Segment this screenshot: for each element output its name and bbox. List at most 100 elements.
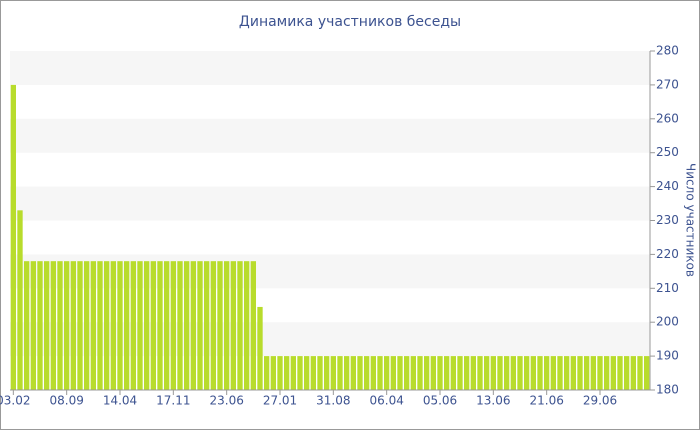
bar	[77, 261, 83, 390]
bar	[217, 261, 223, 390]
bar	[104, 261, 110, 390]
bar	[37, 261, 43, 390]
bar	[597, 356, 603, 390]
bar	[257, 306, 263, 390]
bar	[57, 261, 63, 390]
bar	[630, 356, 636, 390]
bar	[430, 356, 436, 390]
bar	[617, 356, 623, 390]
bar	[324, 356, 330, 390]
bar	[164, 261, 170, 390]
x-tick-label: 29.06	[583, 394, 617, 408]
y-tick-label: 240	[656, 179, 679, 193]
bar	[210, 261, 216, 390]
bar	[130, 261, 136, 390]
x-tick-label: 31.08	[316, 394, 350, 408]
x-tick-label: 13.06	[476, 394, 510, 408]
bar	[24, 261, 30, 390]
bar	[490, 356, 496, 390]
bar	[497, 356, 503, 390]
bar	[410, 356, 416, 390]
x-tick-label: 17.11	[156, 394, 190, 408]
bar	[124, 261, 130, 390]
bar	[304, 356, 310, 390]
bar	[530, 356, 536, 390]
y-tick-label: 220	[656, 247, 679, 261]
bar	[397, 356, 403, 390]
bar	[377, 356, 383, 390]
x-tick-label: 06.04	[369, 394, 403, 408]
bar	[30, 261, 36, 390]
bar	[137, 261, 143, 390]
bar	[17, 210, 23, 390]
bar	[590, 356, 596, 390]
y-tick-label: 250	[656, 145, 679, 159]
bar	[544, 356, 550, 390]
bar	[404, 356, 410, 390]
bar	[577, 356, 583, 390]
bar	[424, 356, 430, 390]
bar	[550, 356, 556, 390]
bar	[117, 261, 123, 390]
bar	[277, 356, 283, 390]
bar	[444, 356, 450, 390]
x-tick-label: 03.02	[0, 394, 31, 408]
bar	[230, 261, 236, 390]
bar	[464, 356, 470, 390]
bar	[457, 356, 463, 390]
bar	[570, 356, 576, 390]
bar	[190, 261, 196, 390]
x-tick-label: 08.09	[49, 394, 83, 408]
bar	[337, 356, 343, 390]
bar	[624, 356, 630, 390]
bar	[184, 261, 190, 390]
bar	[484, 356, 490, 390]
bar	[604, 356, 610, 390]
bar	[370, 356, 376, 390]
bar	[177, 261, 183, 390]
y-tick-label: 260	[656, 111, 679, 125]
bar	[270, 356, 276, 390]
y-tick-label: 190	[656, 349, 679, 363]
bar	[50, 261, 56, 390]
bar	[224, 261, 230, 390]
bar	[524, 356, 530, 390]
y-tick-label: 210	[656, 281, 679, 295]
bar	[357, 356, 363, 390]
bar	[310, 356, 316, 390]
bar	[150, 261, 156, 390]
bar	[250, 261, 256, 390]
bar	[390, 356, 396, 390]
bar	[344, 356, 350, 390]
y-tick-label: 280	[656, 44, 679, 58]
x-tick-label: 14.04	[103, 394, 137, 408]
bar	[317, 356, 323, 390]
bar	[90, 261, 96, 390]
bar	[564, 356, 570, 390]
bar	[284, 356, 290, 390]
grid-band	[10, 51, 650, 85]
bar	[584, 356, 590, 390]
bar	[610, 356, 616, 390]
x-tick-label: 05.06	[423, 394, 457, 408]
bar	[517, 356, 523, 390]
bar	[297, 356, 303, 390]
bar	[144, 261, 150, 390]
bar	[264, 356, 270, 390]
bar	[450, 356, 456, 390]
bar	[44, 261, 50, 390]
bar	[350, 356, 356, 390]
bar	[10, 84, 16, 391]
bar	[70, 261, 76, 390]
bar	[244, 261, 250, 390]
grid-band	[10, 322, 650, 357]
y-tick-label: 230	[656, 213, 679, 227]
bar	[110, 261, 116, 390]
x-tick-label: 23.06	[209, 394, 243, 408]
bar	[437, 356, 443, 390]
bar	[64, 261, 70, 390]
bar	[84, 261, 90, 390]
bar	[417, 356, 423, 390]
bar	[364, 356, 370, 390]
